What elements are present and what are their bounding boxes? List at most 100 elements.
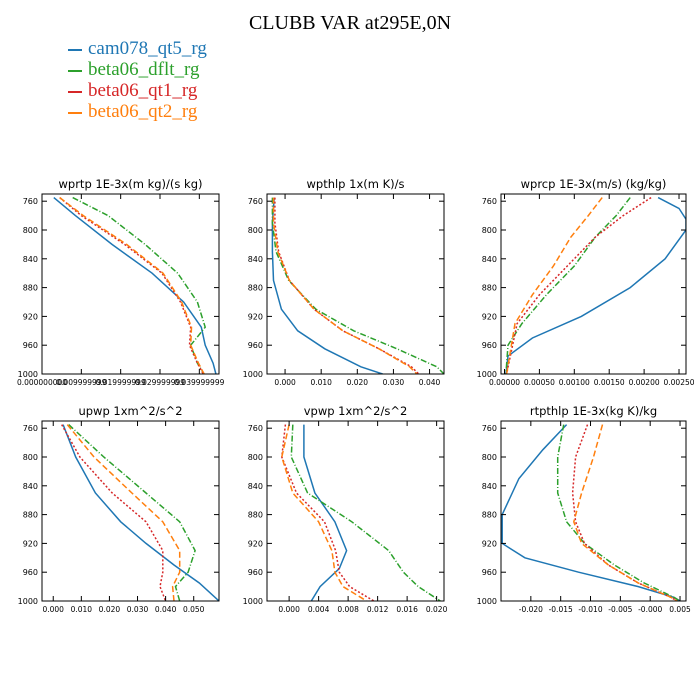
x-tick-label: -0.015 <box>549 605 573 614</box>
x-tick-label: 0.008 <box>337 605 359 614</box>
chart-panel-5: vpwp 1xm^2/s^2 760 800 840 880 920 960 1000 0.00… <box>243 404 448 614</box>
series-line-3 <box>61 424 167 601</box>
y-tick-label: 800 <box>482 226 497 235</box>
x-tick-label: 0.00250 <box>664 378 695 387</box>
y-tick-label: 880 <box>248 511 263 520</box>
y-tick-label: 800 <box>248 453 263 462</box>
y-tick-label: 760 <box>248 197 263 206</box>
x-tick-label: 0.00050 <box>524 378 555 387</box>
y-tick-label: 1000 <box>18 597 38 606</box>
series-line-3 <box>505 196 652 374</box>
series-line-2 <box>290 424 441 601</box>
y-tick-label: 960 <box>248 341 263 350</box>
y-tick-label: 920 <box>482 539 497 548</box>
legend-swatch <box>68 69 82 72</box>
series-line-2 <box>505 197 631 374</box>
x-tick-label: 0.020 <box>99 605 121 614</box>
y-tick-label: 960 <box>23 341 38 350</box>
y-tick-label: 760 <box>482 424 497 433</box>
y-tick-label: 920 <box>248 312 263 321</box>
plot-frame <box>266 193 445 375</box>
series-line-1 <box>501 424 681 601</box>
x-tick-label: 0.009999999 <box>56 378 106 387</box>
series-line-4 <box>66 424 181 601</box>
chart-panel-6: rtpthlp 1E-3x(kg K)/kg 760 800 840 880 920 960… <box>477 404 691 614</box>
y-tick-label: 960 <box>482 341 497 350</box>
plot-frame <box>41 420 220 602</box>
y-tick-label: 760 <box>23 197 38 206</box>
y-tick-label: 920 <box>23 312 38 321</box>
x-tick-label: 0.000 <box>42 605 64 614</box>
y-tick-label: 1000 <box>243 597 263 606</box>
plot-frame <box>41 193 220 375</box>
chart-title: wprtp 1E-3x(m kg)/(s kg) <box>59 177 203 191</box>
x-tick-label: -0.005 <box>608 605 632 614</box>
legend-item: beta06_qt2_rg <box>68 101 207 122</box>
y-tick-label: 920 <box>482 312 497 321</box>
series-line-2 <box>72 196 207 374</box>
legend-swatch <box>68 48 82 51</box>
chart-title: wprcp 1E-3x(m/s) (kg/kg) <box>521 177 667 191</box>
x-tick-label: 0.010 <box>310 378 332 387</box>
legend-swatch <box>68 111 82 114</box>
x-tick-label: 0.039999999 <box>174 378 224 387</box>
chart-panel-4: upwp 1xm^2/s^2 760 800 840 880 920 960 1000 0.00… <box>18 404 220 614</box>
series-line-4 <box>505 197 603 374</box>
x-tick-label: 0.004 <box>308 605 330 614</box>
y-tick-label: 760 <box>23 424 38 433</box>
y-tick-label: 920 <box>23 539 38 548</box>
x-tick-label: 0.000 <box>278 605 300 614</box>
y-tick-label: 840 <box>248 482 263 491</box>
x-tick-label: 0.016 <box>396 605 418 614</box>
y-tick-label: 960 <box>248 568 263 577</box>
y-tick-label: 800 <box>23 453 38 462</box>
legend-swatch <box>68 90 82 93</box>
x-tick-label: 0.012 <box>367 605 389 614</box>
x-tick-label: 0.030 <box>383 378 405 387</box>
x-tick-label: 0.005 <box>669 605 691 614</box>
plot-frame <box>500 193 687 375</box>
series-line-3 <box>59 197 204 374</box>
y-tick-label: 840 <box>482 255 497 264</box>
legend-item: beta06_dflt_rg <box>68 59 207 80</box>
series-line-1 <box>53 197 217 374</box>
x-tick-label: 0.00200 <box>629 378 660 387</box>
y-tick-label: 760 <box>248 424 263 433</box>
series-line-2 <box>271 197 444 374</box>
chart-panel-3: wprcp 1E-3x(m/s) (kg/kg) 760 800 840 880 920 9… <box>477 177 695 387</box>
x-tick-label: -0.000 <box>638 605 662 614</box>
series-line-2 <box>68 424 196 601</box>
chart-panel-1: wprtp 1E-3x(m kg)/(s kg) 760 800 840 880 920 9… <box>17 177 225 387</box>
legend-item: cam078_qt5_rg <box>68 38 207 59</box>
y-tick-label: 800 <box>482 453 497 462</box>
x-tick-label: 0.040 <box>419 378 441 387</box>
chart-title: upwp 1xm^2/s^2 <box>78 404 182 418</box>
y-tick-label: 760 <box>482 197 497 206</box>
series-line-1 <box>505 196 686 374</box>
legend-label: beta06_qt2_rg <box>88 101 198 122</box>
x-tick-label: 0.040 <box>155 605 177 614</box>
x-tick-label: -0.010 <box>578 605 602 614</box>
x-tick-label: 0.029999999 <box>135 378 185 387</box>
y-tick-label: 920 <box>248 539 263 548</box>
y-tick-label: 1000 <box>243 370 263 379</box>
y-tick-label: 840 <box>482 482 497 491</box>
y-tick-label: 880 <box>482 511 497 520</box>
legend-label: beta06_qt1_rg <box>88 80 198 101</box>
series-line-4 <box>59 197 205 374</box>
x-tick-label: 0.00100 <box>559 378 590 387</box>
series-line-1 <box>303 424 348 601</box>
x-tick-label: 0.020 <box>347 378 369 387</box>
plot-frame <box>266 420 445 602</box>
y-tick-label: 960 <box>23 568 38 577</box>
y-tick-label: 1000 <box>18 370 38 379</box>
y-tick-label: 1000 <box>477 370 497 379</box>
y-tick-label: 880 <box>482 284 497 293</box>
series-line-3 <box>274 197 420 374</box>
x-tick-label: 0.00150 <box>594 378 625 387</box>
chart-title: vpwp 1xm^2/s^2 <box>304 404 408 418</box>
x-tick-label: 0.00000 <box>489 378 520 387</box>
x-tick-label: 0.010 <box>71 605 93 614</box>
legend: cam078_qt5_rg beta06_dflt_rg beta06_qt1_… <box>68 38 207 122</box>
